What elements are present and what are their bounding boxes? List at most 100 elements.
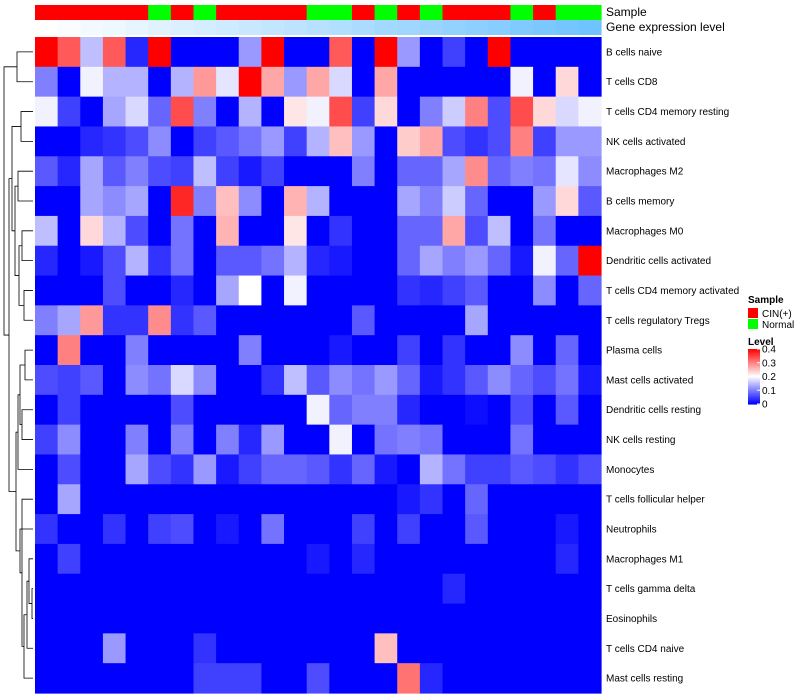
heatmap-cell — [80, 245, 104, 277]
heatmap-cell — [57, 156, 81, 187]
heatmap-cell — [170, 394, 195, 426]
heatmap-cell — [102, 96, 127, 128]
heatmap-cell — [306, 365, 330, 396]
heatmap-cell — [102, 66, 127, 98]
heatmap-cell — [442, 335, 466, 366]
gene-annotation-cell — [442, 20, 466, 35]
heatmap-cell — [397, 543, 421, 575]
heatmap-cell — [374, 543, 398, 575]
heatmap-cell — [261, 424, 285, 456]
row-label: T cells gamma delta — [606, 584, 696, 595]
heatmap-cell — [102, 305, 127, 336]
heatmap-cell — [102, 365, 127, 396]
heatmap-cell — [510, 663, 534, 694]
row-label: T cells CD4 memory activated — [606, 286, 739, 297]
heatmap-cell — [125, 186, 149, 217]
level-gradient-step — [748, 397, 760, 400]
level-gradient-step — [748, 375, 760, 378]
heatmap-cell — [193, 484, 217, 515]
heatmap-cell — [397, 66, 421, 98]
heatmap-cell — [102, 37, 127, 68]
heatmap-cell — [193, 603, 217, 634]
heatmap-cell — [442, 215, 466, 247]
heatmap-cell — [555, 275, 579, 306]
sample-annotation-cell — [465, 5, 489, 20]
heatmap-cell — [442, 96, 466, 128]
heatmap-cell — [193, 365, 217, 396]
heatmap-cell — [419, 305, 444, 336]
gene-annotation-cell — [125, 20, 149, 35]
heatmap-cell — [125, 305, 149, 336]
heatmap-cell — [555, 424, 579, 456]
heatmap-cell — [306, 633, 330, 664]
heatmap-cell — [284, 394, 308, 426]
heatmap-cell — [578, 663, 602, 694]
gene-annotation-cell — [170, 20, 195, 35]
sample-annotation-cell — [284, 5, 308, 20]
level-gradient-step — [748, 391, 760, 394]
heatmap-cell — [329, 543, 353, 575]
level-gradient-step — [748, 351, 760, 354]
heatmap-cell — [306, 275, 330, 306]
sample-annotation-cell — [125, 5, 149, 20]
heatmap-cell — [510, 633, 534, 664]
heatmap-cell — [35, 215, 59, 247]
heatmap-cell — [102, 215, 127, 247]
sample-annotation-label: Sample — [606, 5, 647, 19]
heatmap-cell — [374, 454, 398, 485]
heatmap-cell — [465, 424, 489, 456]
heatmap-cell — [329, 186, 353, 217]
heatmap-cell — [193, 156, 217, 187]
heatmap-cell — [419, 573, 444, 605]
heatmap-cell — [125, 96, 149, 128]
heatmap-cell — [170, 543, 195, 575]
heatmap-cell — [125, 394, 149, 426]
heatmap-cell — [510, 275, 534, 306]
heatmap-cell — [442, 424, 466, 456]
heatmap-cell — [510, 394, 534, 426]
sample-annotation-cell — [533, 5, 557, 20]
heatmap-cell — [487, 126, 512, 157]
heatmap-cell — [170, 275, 195, 306]
heatmap-cell — [80, 335, 104, 366]
heatmap-cell — [261, 275, 285, 306]
heatmap-cell — [533, 633, 557, 664]
heatmap-cell — [351, 37, 376, 68]
heatmap-cell — [465, 663, 489, 694]
heatmap-cell — [487, 305, 512, 336]
heatmap-cell — [555, 394, 579, 426]
sample-annotation-cell — [397, 5, 421, 20]
level-gradient-step — [748, 382, 760, 384]
heatmap-cell — [329, 335, 353, 366]
heatmap-cell — [510, 126, 534, 157]
legend-label: Normal — [762, 320, 794, 331]
heatmap-cell — [442, 484, 466, 515]
row-label: Mast cells resting — [606, 674, 683, 685]
sample-annotation-cell — [35, 5, 59, 20]
heatmap-cell — [170, 37, 195, 68]
dendrogram-branch — [19, 364, 25, 426]
level-tick-label: 0.3 — [762, 358, 776, 369]
level-gradient-step — [748, 399, 760, 402]
heatmap-cell — [80, 514, 104, 545]
heatmap-cell — [216, 275, 240, 306]
heatmap-cell — [170, 365, 195, 396]
heatmap-cell — [57, 66, 81, 98]
heatmap-cell — [555, 186, 579, 217]
heatmap-cell — [193, 37, 217, 68]
heatmap-cell — [578, 335, 602, 366]
heatmap-cell — [578, 275, 602, 306]
level-gradient-step — [748, 368, 760, 371]
level-tick-label: 0.2 — [762, 372, 776, 383]
heatmap-cell — [487, 215, 512, 247]
heatmap-cell — [57, 305, 81, 336]
heatmap-cell — [284, 96, 308, 128]
heatmap-cell — [57, 424, 81, 456]
heatmap-cell — [351, 245, 376, 277]
heatmap-cell — [216, 633, 240, 664]
heatmap-cell — [216, 454, 240, 485]
legend-label: CIN(+) — [762, 309, 792, 320]
heatmap-cell — [374, 424, 398, 456]
heatmap-cell — [306, 156, 330, 187]
